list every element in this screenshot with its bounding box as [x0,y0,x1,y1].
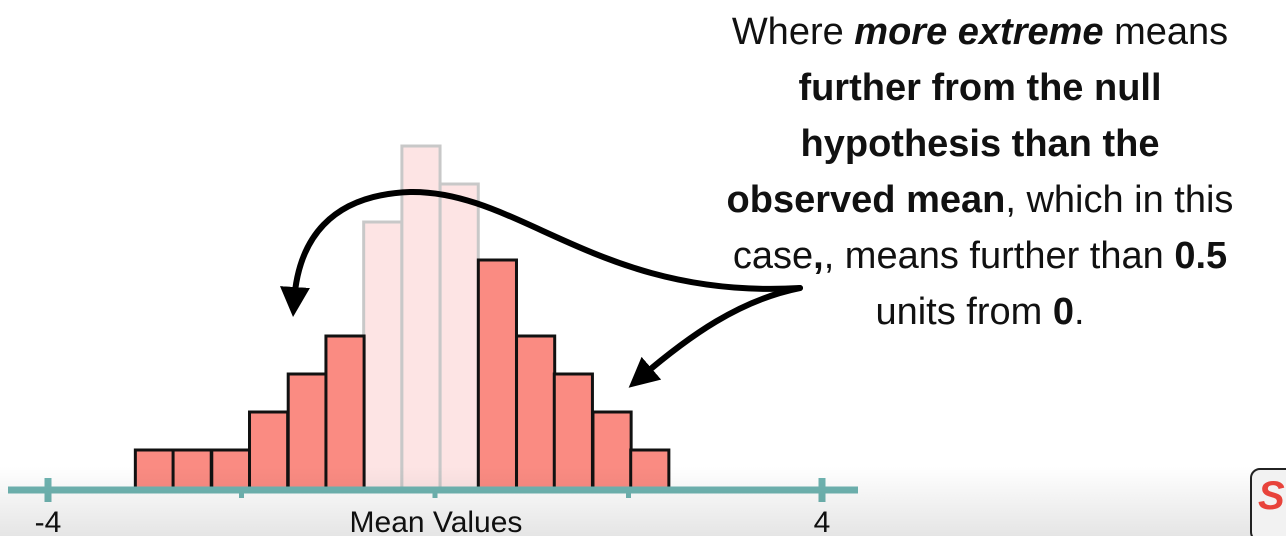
channel-logo: S [1250,468,1286,536]
annotation-line-6: units from 0. [875,291,1085,333]
histogram-bar-extreme [591,410,633,490]
histogram-bar-extreme [248,410,290,490]
annotation-line-2: further from the null [798,67,1162,109]
histogram-bar-extreme [629,448,671,490]
right-curved-arrow [628,285,803,388]
histogram-bar-not-extreme [362,220,404,490]
arrows-layer [280,188,803,388]
channel-logo-letter: S [1258,474,1285,518]
annotation-line-4: observed mean, which in this [726,179,1234,221]
histogram-bar-extreme [476,258,518,490]
histogram-bar-extreme [133,448,176,490]
x-axis: -4 4 [8,478,858,536]
left-curved-arrow [280,188,803,317]
x-axis-label: Mean Values [350,506,523,536]
histogram-bar-extreme [552,372,594,490]
histogram-bar-extreme [210,448,252,490]
histogram-bar-extreme [324,334,366,490]
histogram-bar-not-extreme [438,182,480,490]
histogram-bar-not-extreme [400,144,442,490]
x-axis-tick-label: 4 [814,506,831,536]
annotation-line-5: case,, means further than 0.5 [732,235,1228,277]
annotation-line-3: hypothesis than the [800,123,1160,165]
annotation-line-1: Where more extreme means [731,11,1229,53]
histogram-bar-extreme [171,448,213,490]
annotation-text: Where more extreme means further from th… [640,4,1286,340]
bars-layer [133,144,671,490]
histogram-bar-extreme [286,372,328,490]
histogram-bar-extreme [515,334,557,490]
x-axis-tick-label: -4 [35,506,62,536]
